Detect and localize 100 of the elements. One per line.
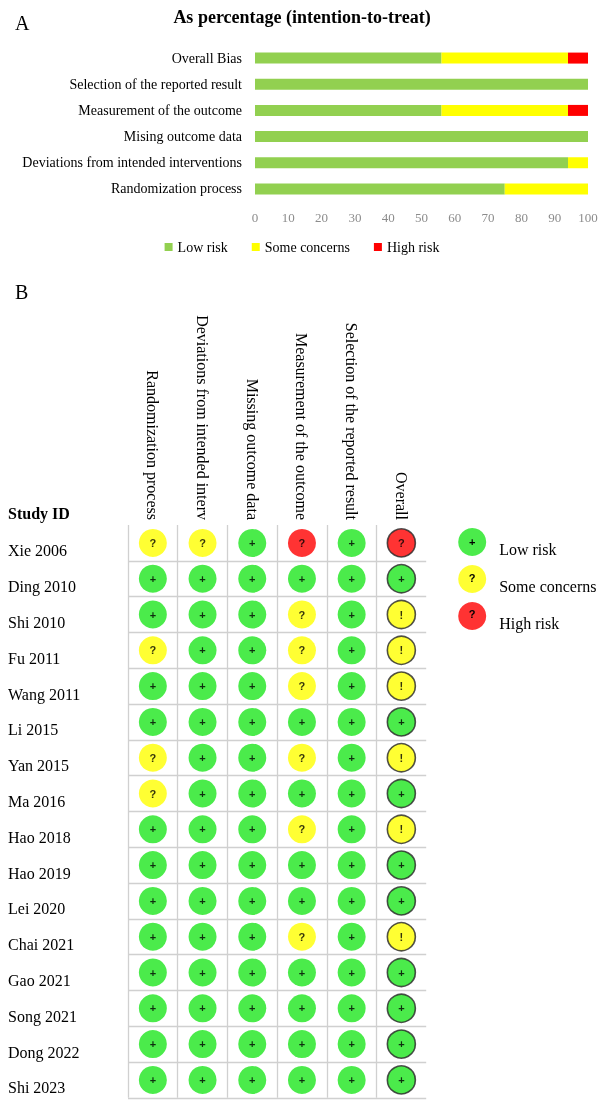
text: ? [298, 608, 306, 621]
text: + [348, 608, 355, 621]
text: ? [397, 536, 405, 549]
text: + [298, 966, 306, 979]
text: + [348, 894, 355, 907]
x-tick-label: 30 [348, 210, 362, 225]
x-tick-label: 60 [448, 210, 462, 225]
text: A [15, 12, 30, 34]
bar [255, 104, 442, 116]
text: + [298, 1002, 306, 1015]
text: + [348, 572, 355, 585]
y-tick-label: Song 2021 [8, 1007, 77, 1026]
text: ! [399, 751, 404, 764]
text: + [199, 894, 206, 907]
text: ! [399, 823, 404, 836]
text: + [348, 823, 355, 836]
bar [255, 78, 588, 90]
x-tick-label: 50 [415, 210, 428, 225]
legend-label: Some concerns [264, 239, 350, 255]
x-tick-label: 0 [251, 210, 259, 225]
bar [568, 52, 588, 64]
text: + [348, 1002, 355, 1015]
y-tick-label: Hao 2018 [8, 828, 71, 846]
text: + [249, 823, 256, 836]
legend-label: Low risk [177, 239, 228, 255]
bar [255, 183, 505, 195]
text: + [348, 751, 355, 764]
text: ? [298, 751, 306, 764]
bar [568, 157, 588, 169]
text: + [149, 680, 157, 693]
text: + [348, 859, 355, 872]
text: + [298, 1073, 306, 1086]
bar [504, 183, 588, 195]
x-tick-label: Overall [392, 472, 410, 521]
text: B [15, 281, 29, 303]
text: + [398, 715, 405, 728]
text: ? [149, 751, 157, 764]
text: + [249, 787, 256, 800]
text: ? [298, 930, 306, 943]
text: + [249, 966, 256, 979]
text: + [348, 930, 355, 943]
text: + [149, 1073, 157, 1086]
text: + [398, 859, 405, 872]
text: + [398, 966, 405, 979]
y-tick-label: Dong 2022 [8, 1043, 80, 1062]
text: + [199, 608, 206, 621]
text: + [199, 644, 206, 657]
text: + [348, 966, 355, 979]
text: + [249, 930, 256, 943]
y-tick-label: Lei 2020 [8, 900, 66, 918]
bar [255, 157, 569, 169]
text: + [249, 751, 256, 764]
legend-label: High risk [499, 614, 560, 633]
text: ? [149, 787, 157, 800]
bar [441, 52, 569, 64]
y-tick-label: Yan 2015 [8, 757, 70, 775]
text: + [149, 715, 157, 728]
text: + [199, 823, 206, 836]
text: + [199, 966, 206, 979]
y-tick-label: Hao 2019 [8, 864, 71, 882]
x-tick-label: 80 [514, 210, 528, 225]
text: + [348, 787, 355, 800]
y-tick-label: Measurement of the outcome [78, 102, 242, 118]
text: ? [468, 572, 476, 584]
y-tick-label: Ma 2016 [8, 793, 66, 810]
text: + [149, 572, 157, 585]
text: + [199, 859, 206, 872]
text: + [398, 572, 405, 585]
text: + [348, 1038, 355, 1051]
text: + [199, 1002, 206, 1015]
text: + [149, 930, 157, 943]
x-tick-label: 10 [281, 210, 295, 225]
text: + [249, 644, 256, 657]
text: + [398, 1073, 405, 1086]
y-axis-title: Study ID [8, 504, 70, 523]
y-tick-label: Chai 2021 [8, 936, 75, 954]
y-tick-label: Overall Bias [171, 50, 242, 66]
x-tick-label: 100 [578, 210, 598, 225]
text: + [249, 859, 256, 872]
y-tick-label: Fu 2011 [8, 649, 61, 667]
text: + [199, 680, 206, 693]
text: + [249, 572, 256, 585]
text: + [298, 572, 306, 585]
legend-label: High risk [386, 239, 440, 255]
legend-label: Some concerns [499, 577, 597, 595]
text: + [249, 894, 256, 907]
text: + [199, 930, 206, 943]
x-tick-label: 20 [315, 210, 329, 225]
text: + [149, 894, 157, 907]
y-tick-label: Xie 2006 [8, 542, 68, 560]
text: + [199, 1073, 206, 1086]
text: + [149, 1002, 157, 1015]
text: ? [149, 644, 157, 657]
chart-title: As percentage (intention-to-treat) [173, 7, 431, 28]
y-tick-label: Wang 2011 [8, 685, 81, 704]
text: + [298, 715, 306, 728]
text: + [149, 859, 157, 872]
legend-label: Low risk [499, 540, 557, 558]
text: ? [298, 644, 306, 657]
text: + [398, 894, 405, 907]
